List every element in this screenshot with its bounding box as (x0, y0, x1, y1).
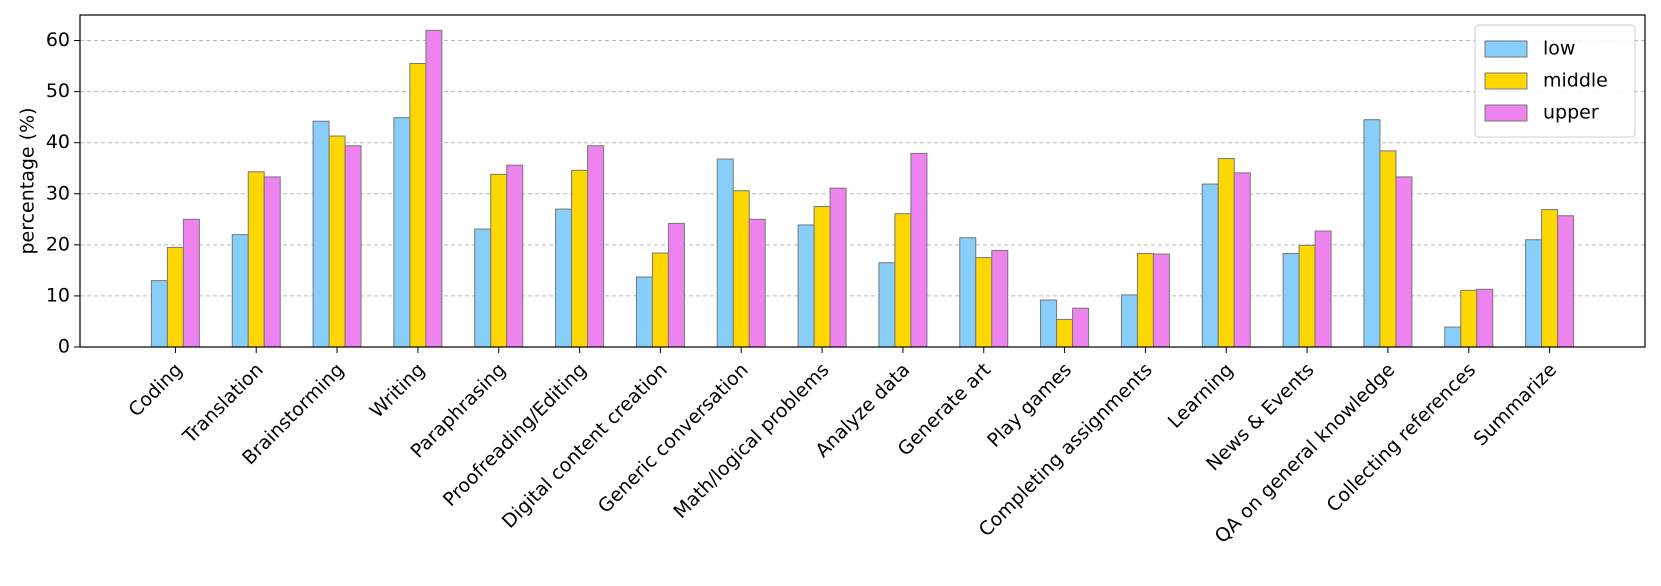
bar (910, 152, 928, 348)
legend-swatch (1484, 104, 1528, 122)
bar (393, 117, 411, 348)
legend-swatch (1484, 40, 1528, 58)
y-tick-label: 60 (46, 29, 70, 51)
x-tick-label: Digital content creation (498, 359, 672, 533)
bar (1136, 253, 1154, 348)
x-tick-label: Writing (366, 359, 430, 423)
x-tick-label: Coding (124, 359, 186, 421)
plot-frame (79, 14, 1646, 348)
bar (959, 237, 977, 348)
y-tick-label: 0 (58, 336, 70, 358)
bar (667, 222, 685, 348)
bar (409, 63, 427, 348)
bar (1557, 215, 1575, 348)
bar (894, 213, 912, 348)
bar (1314, 230, 1332, 348)
bar (587, 145, 605, 348)
bar (732, 190, 750, 348)
bar (829, 187, 847, 348)
bar (474, 228, 492, 348)
y-tick-label: 30 (46, 182, 70, 204)
bar (1298, 244, 1316, 348)
bar (1476, 288, 1494, 348)
y-tick-label: 40 (46, 131, 70, 153)
bar (813, 206, 831, 348)
bar (1525, 239, 1543, 348)
y-axis-label: percentage (%) (17, 107, 39, 254)
bar (150, 280, 168, 348)
y-tick-label: 10 (46, 284, 70, 306)
y-tick-label: 20 (46, 233, 70, 255)
x-tick-label: Proofreading/Editing (439, 359, 591, 511)
bar (1460, 289, 1478, 348)
bar (1282, 253, 1300, 348)
x-tick-label: Learning (1164, 359, 1238, 433)
bar (1152, 253, 1170, 348)
bar (748, 218, 766, 348)
bar (328, 135, 346, 348)
bar (1363, 119, 1381, 348)
bar (1217, 158, 1235, 348)
bar (425, 29, 443, 348)
legend-label: upper (1543, 102, 1599, 124)
bar (571, 169, 589, 348)
x-tick-label: Translation (178, 359, 267, 448)
bar (651, 252, 669, 348)
bar (506, 164, 524, 348)
bar (555, 208, 573, 348)
bar (1233, 172, 1251, 348)
bar (975, 257, 993, 348)
bar (1395, 176, 1413, 348)
x-tick-label: Math/logical problems (669, 359, 833, 523)
x-tick-label: Summarize (1469, 359, 1561, 451)
bar (1120, 294, 1138, 348)
bar (1444, 326, 1462, 348)
bar (797, 224, 815, 348)
bar (1201, 183, 1219, 348)
bar (166, 246, 184, 348)
bar (1040, 299, 1058, 348)
bar (247, 171, 265, 348)
bar (635, 276, 653, 348)
bar (263, 176, 281, 348)
bar (716, 158, 734, 348)
bar (344, 145, 362, 348)
x-tick-label: Collecting references (1322, 359, 1480, 517)
x-tick-label: Generic conversation (594, 359, 753, 518)
bar (1056, 318, 1074, 348)
legend-swatch (1484, 72, 1528, 90)
bar (182, 218, 200, 348)
bar (1072, 307, 1090, 348)
legend-label: low (1543, 38, 1575, 60)
bar (1379, 150, 1397, 348)
bar (231, 234, 249, 348)
bar (991, 249, 1009, 348)
bar (312, 120, 330, 348)
bar (490, 173, 508, 348)
bar (1541, 209, 1559, 348)
legend-label: middle (1543, 70, 1608, 92)
y-tick-label: 50 (46, 80, 70, 102)
x-tick-label: Completing assignments (975, 359, 1157, 541)
bar (878, 262, 896, 348)
